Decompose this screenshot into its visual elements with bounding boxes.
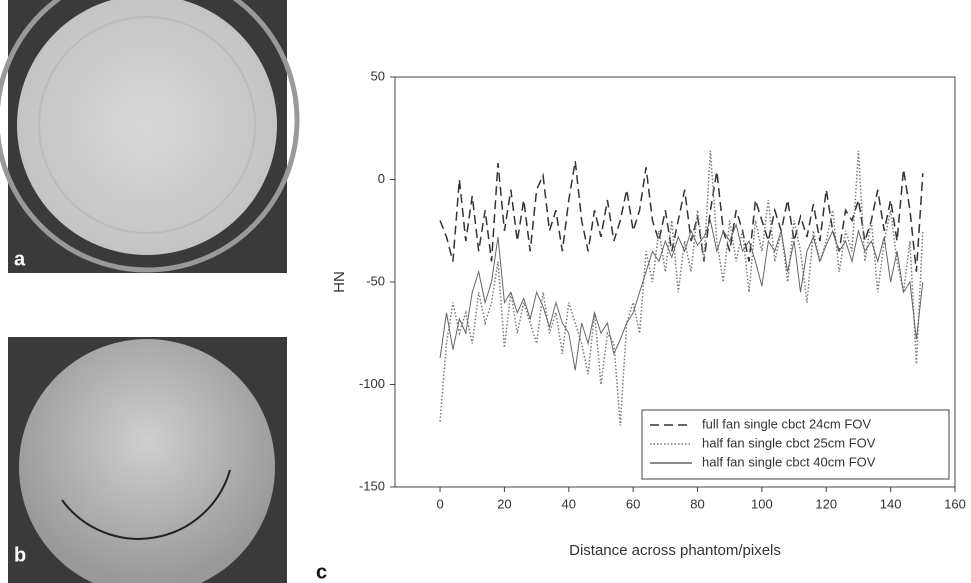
panel-label: c — [316, 561, 327, 583]
series-line — [439, 160, 924, 272]
x-tick-label: 160 — [944, 496, 966, 511]
panel-label: b — [14, 544, 26, 566]
image-a — [0, 0, 300, 273]
x-tick-label: 80 — [690, 496, 704, 511]
x-tick-label: 100 — [751, 496, 773, 511]
image-b — [8, 337, 287, 583]
y-tick-label: 50 — [371, 68, 385, 83]
x-tick-label: 120 — [815, 496, 837, 511]
x-tick-label: 60 — [626, 496, 640, 511]
x-tick-label: 0 — [436, 496, 443, 511]
series-line — [439, 150, 924, 426]
legend-box — [641, 409, 950, 480]
legend-label: full fan single cbct 24cm FOV — [702, 416, 871, 431]
y-tick-label: -100 — [359, 376, 385, 391]
x-tick-label: 20 — [497, 496, 511, 511]
x-tick-label: 40 — [562, 496, 576, 511]
series-line — [439, 218, 924, 371]
y-tick-label: 0 — [378, 171, 385, 186]
x-axis-label: Distance across phantom/pixels — [569, 542, 781, 559]
x-tick-label: 140 — [880, 496, 902, 511]
y-axis-label: HN — [331, 271, 348, 293]
legend-label: half fan single cbct 40cm FOV — [702, 454, 876, 469]
panel-label: a — [14, 248, 26, 270]
y-tick-label: -150 — [359, 478, 385, 493]
legend-label: half fan single cbct 25cm FOV — [702, 435, 876, 450]
legend: full fan single cbct 24cm FOV half fan si… — [641, 409, 950, 480]
y-tick-label: -50 — [366, 273, 385, 288]
